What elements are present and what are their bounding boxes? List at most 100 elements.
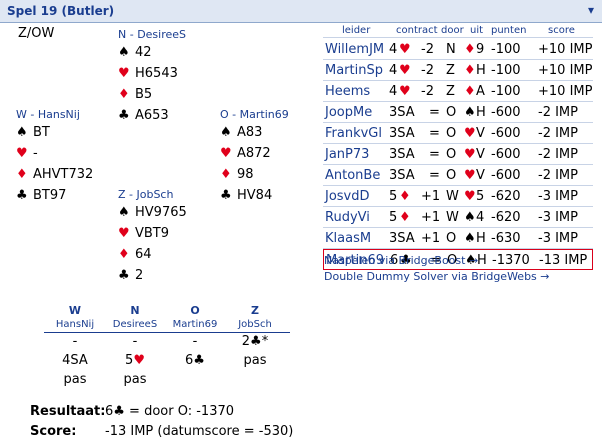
result-score: -3 IMP xyxy=(538,210,578,225)
south-clubs: 2 xyxy=(135,268,144,283)
result-points: -600 xyxy=(491,168,521,183)
bid-call: pas xyxy=(63,372,87,387)
result-row[interactable]: RudyVi 5 ♦ +1 W ♠ 4 -620 -3 IMP xyxy=(323,207,593,228)
diamond-icon: ♦ xyxy=(220,167,232,182)
dealer-vulnerability: Z/OW xyxy=(18,26,55,41)
result-lead-card: H xyxy=(476,105,486,120)
result-leader[interactable]: Martin69 xyxy=(326,253,385,268)
row-divider xyxy=(323,143,593,144)
result-contract-level: 3SA xyxy=(389,168,415,183)
dds-link[interactable]: Double Dummy Solver via BridgeWebs → xyxy=(324,270,550,283)
collapse-icon[interactable]: ▾ xyxy=(587,3,594,17)
result-leader[interactable]: MartinSp xyxy=(325,63,383,78)
north-player-name[interactable]: N - DesireeS xyxy=(118,28,187,41)
diamond-icon: ♦ xyxy=(118,247,130,262)
result-score: -2 IMP xyxy=(538,126,578,141)
row-divider xyxy=(323,101,593,102)
north-clubs: A653 xyxy=(135,108,169,123)
row-divider xyxy=(323,248,593,249)
result-points: -1370 xyxy=(492,253,530,268)
result-overtricks: +1 xyxy=(421,189,441,204)
result-row[interactable]: Martin69 6 ♣ = O ♠ H -1370 -13 IMP xyxy=(323,249,593,270)
east-hearts: A872 xyxy=(237,146,271,161)
result-leader[interactable]: JosvdD xyxy=(325,189,370,204)
header-divider xyxy=(323,37,593,38)
result-overtricks: = xyxy=(429,168,440,183)
result-row[interactable]: JosvdD 5 ♦ +1 W ♥ 5 -620 -3 IMP xyxy=(323,186,593,207)
result-overtricks: = xyxy=(429,105,440,120)
result-row[interactable]: AntonBe 3SA = O ♥ V -600 -2 IMP xyxy=(323,165,593,186)
club-icon: ♣ xyxy=(220,188,232,203)
result-leader[interactable]: FrankvGl xyxy=(325,126,382,141)
result-points: -100 xyxy=(491,84,521,99)
heart-icon: ♥ xyxy=(220,146,232,161)
result-overtricks: = xyxy=(429,126,440,141)
result-overtricks: +1 xyxy=(421,231,441,246)
result-leader[interactable]: KlaasM xyxy=(325,231,372,246)
result-contract-level: 5 xyxy=(389,189,398,204)
result-lead-suit: ♥ xyxy=(464,189,476,204)
result-leader[interactable]: AntonBe xyxy=(325,168,381,183)
north-hearts: H6543 xyxy=(135,66,178,81)
result-row[interactable]: JanP73 3SA = O ♥ V -600 -2 IMP xyxy=(323,144,593,165)
result-declarer: N xyxy=(446,42,456,57)
row-divider xyxy=(323,80,593,81)
result-overtricks: +1 xyxy=(421,210,441,225)
result-contract-level: 4 xyxy=(389,84,398,99)
result-leader[interactable]: JanP73 xyxy=(325,147,370,162)
west-clubs: BT97 xyxy=(33,188,67,203)
result-declarer: Z xyxy=(446,84,455,99)
result-lead-suit: ♠ xyxy=(464,231,476,246)
result-contract-strain: ♥ xyxy=(399,42,411,57)
result-score: -2 IMP xyxy=(538,105,578,120)
result-score: -3 IMP xyxy=(538,189,578,204)
bid-call: 2♣* xyxy=(241,334,269,349)
result-score: +10 IMP xyxy=(538,84,593,99)
result-lead-card: V xyxy=(476,126,485,141)
row-divider xyxy=(323,59,593,60)
result-overtricks: -2 xyxy=(421,42,434,57)
result-contract-strain: ♦ xyxy=(399,210,411,225)
west-player-name[interactable]: W - HansNij xyxy=(16,108,80,121)
result-row[interactable]: WillemJM 4 ♥ -2 N ♦ 9 -100 +10 IMP xyxy=(323,39,593,60)
result-contract-level: 6 xyxy=(390,253,399,268)
bidding-divider xyxy=(44,332,290,333)
east-player-name[interactable]: O - Martin69 xyxy=(220,108,289,121)
naspelen-link[interactable]: Naspelen via BridgeBoost → xyxy=(324,254,479,267)
heart-icon: ♥ xyxy=(16,146,28,161)
result-score: -13 IMP xyxy=(539,253,588,268)
bid-call: 6♣ xyxy=(185,353,205,368)
result-points: -630 xyxy=(491,231,521,246)
south-player-name[interactable]: Z - JobSch xyxy=(118,188,174,201)
result-contract-level: 3SA xyxy=(389,147,415,162)
result-lead-card: H xyxy=(477,253,487,268)
title-bar: Spel 19 (Butler) ▾ xyxy=(0,0,602,23)
result-score: -2 IMP xyxy=(538,147,578,162)
result-row[interactable]: Heems 4 ♥ -2 Z ♦ A -100 +10 IMP xyxy=(323,81,593,102)
score-label: Score: xyxy=(30,424,77,439)
bid-call: 5♥ xyxy=(125,353,145,368)
row-divider xyxy=(323,122,593,123)
result-points: -620 xyxy=(491,189,521,204)
result-lead-suit: ♥ xyxy=(464,168,476,183)
result-row[interactable]: MartinSp 4 ♥ -2 Z ♦ H -100 +10 IMP xyxy=(323,60,593,81)
bid-call: pas xyxy=(243,353,267,368)
bid-call: pas xyxy=(123,372,147,387)
result-lead-suit: ♠ xyxy=(464,105,476,120)
result-points: -100 xyxy=(491,42,521,57)
result-row[interactable]: FrankvGl 3SA = O ♥ V -600 -2 IMP xyxy=(323,123,593,144)
result-lead-card: 4 xyxy=(476,210,485,225)
north-hand: ♠ 42 ♥ H6543 ♦ B5 ♣ A653 xyxy=(118,42,178,126)
result-leader[interactable]: RudyVi xyxy=(325,210,370,225)
result-leader[interactable]: JoopMe xyxy=(325,105,373,120)
result-row[interactable]: KlaasM 3SA +1 O ♠ H -630 -3 IMP xyxy=(323,228,593,249)
result-leader[interactable]: WillemJM xyxy=(325,42,385,57)
result-lead-card: V xyxy=(476,168,485,183)
result-lead-card: H xyxy=(476,231,486,246)
result-overtricks: -2 xyxy=(421,63,434,78)
result-points: -600 xyxy=(491,126,521,141)
east-diamonds: 98 xyxy=(237,167,254,182)
result-row[interactable]: JoopMe 3SA = O ♠ H -600 -2 IMP xyxy=(323,102,593,123)
result-leader[interactable]: Heems xyxy=(325,84,371,99)
heart-icon: ♥ xyxy=(118,66,130,81)
